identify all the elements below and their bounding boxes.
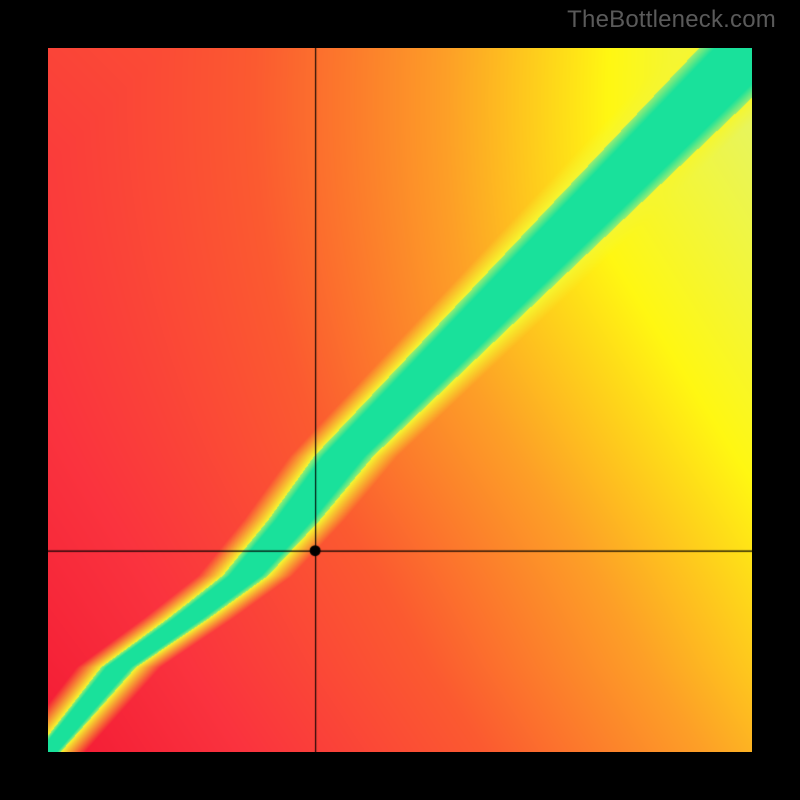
bottleneck-heatmap bbox=[48, 48, 752, 752]
figure-container: TheBottleneck.com bbox=[0, 0, 800, 800]
watermark-text: TheBottleneck.com bbox=[567, 6, 776, 34]
